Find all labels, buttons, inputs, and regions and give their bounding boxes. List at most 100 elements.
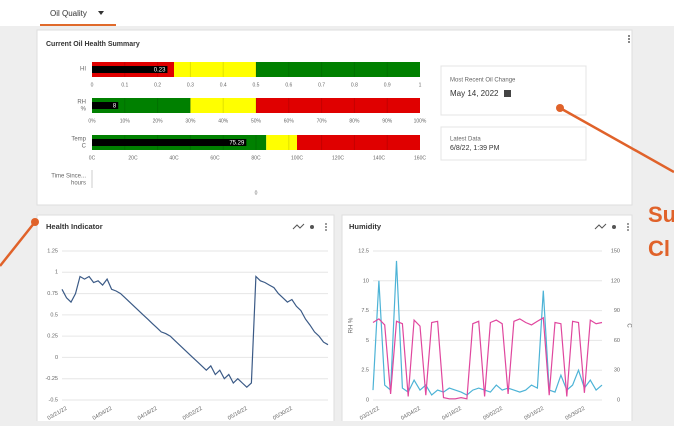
info-label: Latest Data <box>450 137 481 143</box>
chart-card <box>36 214 335 426</box>
gauge-tick-label: 0C <box>89 155 96 161</box>
calendar-icon[interactable] <box>504 90 511 97</box>
series-line <box>61 275 329 389</box>
y2-tick-label: 60 <box>614 338 620 344</box>
card-icons[interactable] <box>292 223 629 231</box>
gauge-tick-label: 0.4 <box>220 82 227 88</box>
callout-text: Su <box>648 202 674 227</box>
gauge-value-bar <box>92 102 119 109</box>
gauge-zone <box>190 98 256 113</box>
y-tick-label: 0.5 <box>50 312 58 318</box>
gauge-tick-label: 140C <box>373 155 385 161</box>
tab-label[interactable]: Oil Quality <box>50 9 87 18</box>
chart-card <box>341 214 633 426</box>
tab-bar <box>0 0 674 26</box>
y-tick-label: 0.75 <box>47 291 58 297</box>
gauge-tick-label: 0 <box>91 82 94 88</box>
gauge-zone <box>256 98 420 113</box>
callout-text: Cl <box>648 236 670 261</box>
y-tick-label: 1.25 <box>47 248 58 254</box>
y-tick-label: 5 <box>366 338 369 344</box>
tab-underline <box>40 24 116 26</box>
gauge-tick-label: 0.3 <box>187 82 194 88</box>
gauge-tick-label: 160C <box>414 155 426 161</box>
chart-title: Humidity <box>349 222 382 231</box>
gauge-label: RH <box>77 100 86 106</box>
gauge-tick-label: 20C <box>128 155 138 161</box>
gauge-zone <box>92 98 191 113</box>
gauge-tick-label: 0.7 <box>318 82 325 88</box>
info-card <box>440 126 587 161</box>
dropdown-caret[interactable] <box>98 11 104 15</box>
callout-line <box>559 106 674 174</box>
gauge-value-label: 0.23 <box>154 68 166 74</box>
gauge-tick-label: 100% <box>414 118 427 124</box>
gauge-tick-label: 0.8 <box>351 82 358 88</box>
menu-icon[interactable] <box>628 35 630 43</box>
info-label: Most Recent Oil Change <box>450 78 516 84</box>
series-line <box>372 260 603 396</box>
gauge-tick-label: 0% <box>88 118 96 124</box>
gauge-tick-label: 30% <box>185 118 196 124</box>
gauge-tick-label: 0.5 <box>253 82 260 88</box>
y2-tick-label: 90 <box>614 308 620 314</box>
gauge-tick-label: 10% <box>120 118 131 124</box>
gauge-tick-label: 0.2 <box>154 82 161 88</box>
gauge-zone <box>266 135 297 150</box>
gauge-tick-label: 0.1 <box>121 82 128 88</box>
y2-tick-label: 30 <box>614 368 620 374</box>
gauge-unit: hours <box>71 181 86 187</box>
gauge-value-bar <box>92 139 247 146</box>
gauge-zone <box>256 62 420 77</box>
gauge-tick-label: 50% <box>251 118 262 124</box>
gauge-tick-label: 120C <box>332 155 344 161</box>
gauge-tick-label: 100C <box>291 155 303 161</box>
y-tick-label: 2.5 <box>361 368 369 374</box>
gauge-value-label: 8 <box>113 104 117 110</box>
y-tick-label: 1 <box>55 270 58 276</box>
gauge-tick-label: 80% <box>349 118 360 124</box>
y-tick-label: 0.25 <box>47 334 58 340</box>
callout-dot <box>556 104 564 112</box>
gauge-unit: C <box>82 144 87 150</box>
y-tick-label: 10 <box>363 278 369 284</box>
y-tick-label: 7.5 <box>361 308 369 314</box>
y2-tick-label: 150 <box>611 248 620 254</box>
y2-tick-label: 0 <box>617 397 620 403</box>
gauge-tick-label: 1 <box>419 82 422 88</box>
y-axis-title: RH % <box>349 317 355 333</box>
gauge-tick-label: 90% <box>382 118 393 124</box>
gauge-label: Time Since... <box>51 174 86 180</box>
summary-card <box>36 29 633 206</box>
gauge-value-label: 75.29 <box>229 141 245 147</box>
y-tick-label: -0.5 <box>49 397 58 403</box>
series-line <box>372 316 603 400</box>
gauge-tick-label: 40% <box>218 118 229 124</box>
y-tick-label: -0.25 <box>45 376 58 382</box>
gauge-tick-label: 0 <box>255 190 258 196</box>
summary-title: Current Oil Health Summary <box>46 41 140 48</box>
callout-line <box>0 221 36 267</box>
gauge-label: HI <box>80 67 86 73</box>
gauge-zone <box>174 62 256 77</box>
y2-axis-title: C <box>625 323 631 328</box>
gauge-value-bar <box>92 66 168 73</box>
gauge-tick-label: 40C <box>169 155 179 161</box>
gauge-unit: % <box>81 107 87 113</box>
gauge-tick-label: 60C <box>210 155 220 161</box>
y-tick-label: 12.5 <box>358 248 369 254</box>
gauge-tick-label: 0.6 <box>285 82 292 88</box>
callout-dot <box>31 218 39 226</box>
y-tick-label: 0 <box>55 355 58 361</box>
info-value: May 14, 2022 <box>450 89 499 98</box>
gauge-tick-label: 80C <box>251 155 261 161</box>
y-tick-label: 0 <box>366 397 369 403</box>
gauge-tick-label: 0.9 <box>384 82 391 88</box>
gauge-label: Temp <box>71 137 86 143</box>
gauge-tick-label: 70% <box>317 118 328 124</box>
gauge-tick-label: 20% <box>153 118 164 124</box>
chart-title: Health Indicator <box>46 222 103 231</box>
gauge-tick-label: 60% <box>284 118 295 124</box>
